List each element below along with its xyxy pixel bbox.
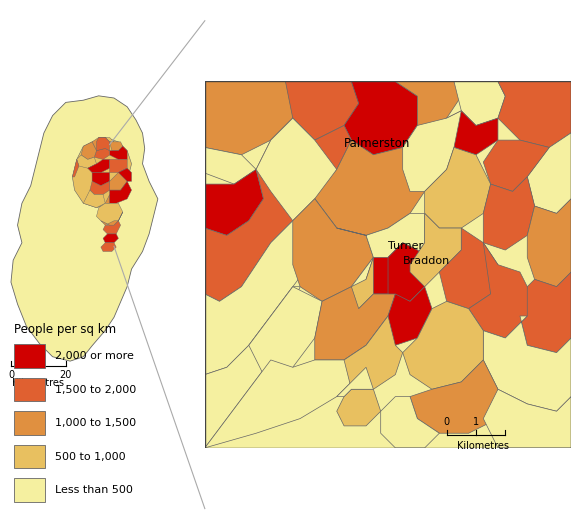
Text: Palmerston: Palmerston	[344, 138, 410, 151]
Polygon shape	[520, 272, 571, 352]
Polygon shape	[77, 155, 96, 168]
Polygon shape	[105, 195, 110, 203]
Polygon shape	[110, 142, 123, 151]
Polygon shape	[249, 286, 322, 389]
Bar	[14, 479, 45, 502]
Polygon shape	[469, 243, 527, 338]
Polygon shape	[118, 168, 132, 181]
Text: Turner: Turner	[388, 241, 423, 251]
Polygon shape	[92, 172, 110, 186]
Polygon shape	[484, 140, 549, 192]
Polygon shape	[205, 316, 388, 448]
Polygon shape	[425, 147, 490, 228]
Polygon shape	[366, 243, 417, 294]
Polygon shape	[381, 397, 439, 448]
Polygon shape	[403, 302, 484, 389]
Polygon shape	[96, 138, 110, 151]
Polygon shape	[439, 228, 498, 309]
Text: Braddon: Braddon	[403, 256, 450, 266]
Polygon shape	[92, 138, 110, 151]
Text: 20: 20	[59, 370, 72, 380]
Bar	[14, 445, 45, 469]
Text: 2,000 or more: 2,000 or more	[55, 351, 134, 361]
Polygon shape	[498, 81, 571, 147]
Text: People per sq km: People per sq km	[14, 322, 116, 335]
Polygon shape	[527, 199, 571, 286]
Polygon shape	[293, 199, 373, 302]
Polygon shape	[72, 159, 79, 177]
Polygon shape	[314, 286, 395, 360]
Polygon shape	[388, 243, 432, 302]
Bar	[14, 411, 45, 435]
Polygon shape	[103, 234, 118, 243]
Polygon shape	[484, 389, 571, 448]
Polygon shape	[344, 257, 373, 309]
Polygon shape	[110, 146, 127, 159]
Polygon shape	[94, 148, 110, 159]
Polygon shape	[395, 81, 462, 133]
Polygon shape	[381, 286, 432, 345]
Text: 500 to 1,000: 500 to 1,000	[55, 452, 125, 461]
Polygon shape	[103, 221, 121, 234]
Polygon shape	[81, 142, 96, 159]
Polygon shape	[205, 199, 337, 375]
Polygon shape	[205, 118, 351, 302]
Polygon shape	[484, 316, 571, 411]
Polygon shape	[205, 169, 264, 236]
Polygon shape	[337, 367, 373, 397]
Polygon shape	[88, 159, 110, 172]
Text: 0: 0	[8, 370, 14, 380]
Polygon shape	[101, 243, 116, 252]
Polygon shape	[337, 389, 381, 426]
Polygon shape	[101, 212, 123, 225]
Polygon shape	[447, 111, 498, 155]
Polygon shape	[484, 177, 534, 250]
Polygon shape	[11, 96, 158, 361]
Polygon shape	[286, 81, 359, 140]
Text: Kilometres: Kilometres	[12, 377, 65, 388]
Polygon shape	[96, 203, 123, 225]
Polygon shape	[72, 138, 132, 208]
Polygon shape	[205, 147, 256, 184]
Polygon shape	[403, 111, 462, 192]
Polygon shape	[110, 181, 132, 203]
Text: 1: 1	[473, 417, 479, 427]
Polygon shape	[83, 190, 105, 208]
Polygon shape	[99, 138, 114, 142]
Polygon shape	[205, 286, 300, 448]
Text: 0: 0	[444, 417, 449, 427]
Polygon shape	[410, 213, 462, 286]
Polygon shape	[256, 118, 337, 221]
Text: 1,000 to 1,500: 1,000 to 1,500	[55, 418, 136, 428]
Polygon shape	[110, 159, 127, 172]
Polygon shape	[344, 316, 403, 389]
Bar	[14, 344, 45, 368]
Polygon shape	[314, 118, 454, 236]
Polygon shape	[90, 181, 110, 195]
Polygon shape	[110, 168, 127, 190]
Polygon shape	[527, 133, 571, 213]
Text: Kilometres: Kilometres	[457, 441, 509, 450]
Polygon shape	[344, 81, 417, 155]
Polygon shape	[410, 360, 498, 433]
Polygon shape	[205, 81, 571, 448]
Bar	[14, 378, 45, 401]
Polygon shape	[205, 81, 300, 155]
Text: 1,500 to 2,000: 1,500 to 2,000	[55, 385, 136, 394]
Text: Less than 500: Less than 500	[55, 485, 133, 495]
Polygon shape	[337, 213, 425, 294]
Polygon shape	[454, 81, 505, 126]
